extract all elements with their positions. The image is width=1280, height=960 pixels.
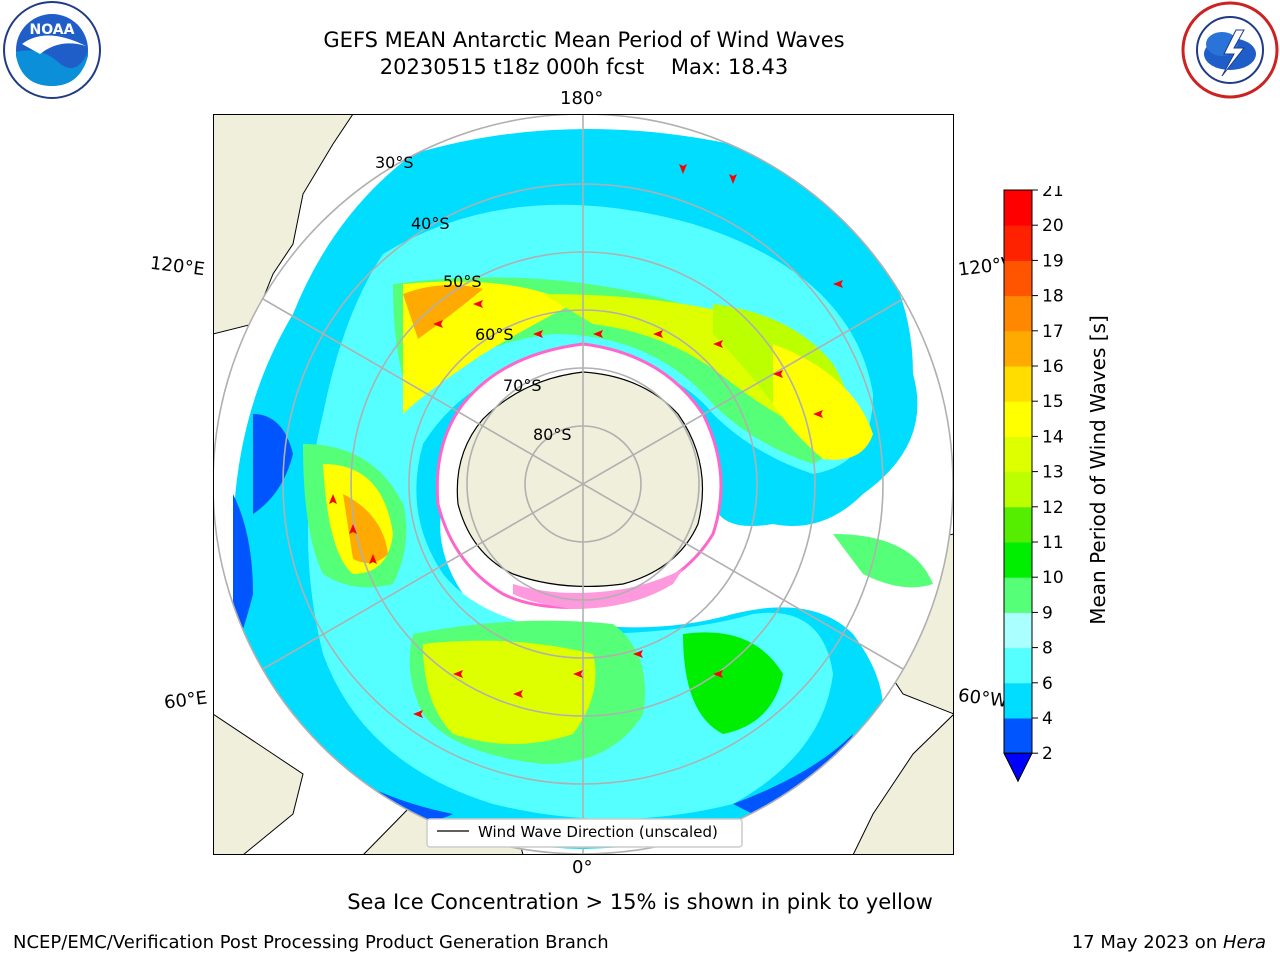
colorbar-tick-label: 6 <box>1042 674 1053 694</box>
colorbar-band <box>1004 260 1032 297</box>
colorbar-bands <box>1003 189 1033 783</box>
colorbar-tick-label: 4 <box>1042 709 1053 729</box>
lon-label-120e: 120°E <box>148 252 206 281</box>
colorbar-label: Mean Period of Wind Waves [s] <box>1086 315 1110 625</box>
latitude-labels: 30°S 40°S 50°S 60°S 70°S 80°S <box>375 153 572 444</box>
colorbar-band <box>1004 506 1032 543</box>
credit-host: Hera <box>1222 932 1266 953</box>
colorbar-tick-label: 18 <box>1042 287 1064 307</box>
credit-branch: NCEP/EMC/Verification Post Processing Pr… <box>13 932 609 953</box>
colorbar-tick-label: 12 <box>1042 498 1064 518</box>
plot-title: GEFS MEAN Antarctic Mean Period of Wind … <box>323 28 845 52</box>
colorbar-band <box>1004 471 1032 508</box>
colorbar-extend-arrow <box>1003 752 1033 783</box>
lon-label-180: 180° <box>560 88 604 109</box>
wind-wave-arrows <box>329 164 843 718</box>
colorbar-tick-label: 15 <box>1042 392 1064 412</box>
wave-period-field <box>213 114 953 854</box>
noaa-logo-icon: NOAA <box>3 1 101 99</box>
colorbar-band <box>1004 542 1032 578</box>
colorbar-tick-label: 11 <box>1042 533 1064 553</box>
colorbar-band <box>1004 190 1032 226</box>
colorbar-band <box>1004 330 1032 367</box>
colorbar-band <box>1004 436 1032 473</box>
antarctica <box>435 342 723 609</box>
colorbar-tick-label: 21 <box>1042 186 1064 201</box>
lon-label-60e: 60°E <box>162 687 209 714</box>
colorbar-band <box>1004 718 1032 754</box>
colorbar-tick-label: 10 <box>1042 568 1064 588</box>
colorbar-tick-label: 16 <box>1042 357 1064 377</box>
noaa-logo-text: NOAA <box>30 22 75 38</box>
nws-logo-icon <box>1181 1 1279 99</box>
colorbar-tick-label: 8 <box>1042 639 1053 659</box>
colorbar-band <box>1004 295 1032 332</box>
colorbar-tick-label: 17 <box>1042 322 1064 342</box>
lat-label-70s: 70°S <box>503 376 542 395</box>
colorbar-tick-label: 14 <box>1042 427 1064 447</box>
colorbar-band <box>1004 225 1032 261</box>
colorbar-ticks: 2 4 6 8 9 10 11 12 13 14 15 16 17 18 19 20 21 <box>1032 186 1064 764</box>
plot-subtitle: 20230515 t18z 000h fcst Max: 18.43 <box>379 55 789 79</box>
colorbar-band <box>1004 682 1032 719</box>
lon-label-0: 0° <box>572 857 593 878</box>
colorbar-tick-label: 2 <box>1042 744 1053 764</box>
lat-label-60s: 60°S <box>475 325 514 344</box>
lat-label-40s: 40°S <box>411 214 450 233</box>
colorbar-tick-label: 13 <box>1042 463 1064 483</box>
colorbar-tick-label: 9 <box>1042 603 1053 623</box>
colorbar-band <box>1004 612 1032 649</box>
map-legend: Wind Wave Direction (unscaled) <box>426 818 743 848</box>
lat-label-50s: 50°S <box>443 272 482 291</box>
antarctic-wave-period-map: 30°S 40°S 50°S 60°S 70°S 80°S Wind Wave … <box>213 114 954 855</box>
colorbar-band <box>1004 647 1032 684</box>
lat-label-80s: 80°S <box>533 425 572 444</box>
colorbar-band <box>1004 366 1032 402</box>
colorbar-band <box>1004 401 1032 437</box>
colorbar-tick-label: 19 <box>1042 251 1064 271</box>
sea-ice-footnote: Sea Ice Concentration > 15% is shown in … <box>347 890 933 914</box>
colorbar-band <box>1004 577 1032 613</box>
legend-label: Wind Wave Direction (unscaled) <box>478 823 718 841</box>
colorbar-tick-label: 20 <box>1042 216 1064 236</box>
credit-date: 17 May 2023 on <box>1071 932 1223 953</box>
lat-label-30s: 30°S <box>375 153 414 172</box>
credit-date-host: 17 May 2023 on Hera <box>1072 932 1266 953</box>
colorbar: 2 4 6 8 9 10 11 12 13 14 15 16 17 18 19 20 21 <box>1003 186 1064 783</box>
